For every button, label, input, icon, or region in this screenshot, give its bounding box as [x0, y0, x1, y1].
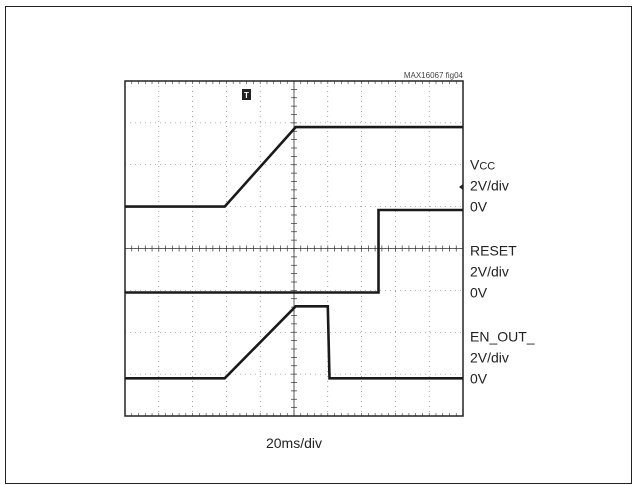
scale-label: 2V/div	[470, 263, 509, 279]
figure-frame	[5, 6, 632, 484]
traces	[125, 125, 463, 380]
trace-reset	[125, 208, 463, 294]
series-name-label: RESET	[470, 242, 517, 258]
svg-text:T: T	[244, 91, 249, 100]
grid	[125, 81, 463, 416]
right-arrow-marker-icon	[459, 184, 463, 190]
trace-vcc	[125, 125, 463, 208]
scale-label: 2V/div	[470, 178, 509, 194]
zero-label: 0V	[470, 284, 488, 300]
scale-label: 2V/div	[470, 349, 509, 365]
series-name-label: EN_OUT_	[470, 328, 535, 344]
series-name-label: VCC	[470, 157, 495, 173]
figure-id: MAX16067 fig04	[404, 71, 464, 80]
trigger-marker-icon: T	[242, 89, 251, 100]
zero-label: 0V	[470, 199, 488, 215]
timebase-label: 20ms/div	[266, 435, 322, 451]
trace-labels: 0V 2V/div VCC 0V 2V/div RESET 0V 2V/div EN_OUT_	[470, 157, 535, 387]
trace-en-out	[125, 304, 463, 380]
plot-border	[124, 80, 464, 417]
zero-label: 0V	[470, 370, 488, 386]
